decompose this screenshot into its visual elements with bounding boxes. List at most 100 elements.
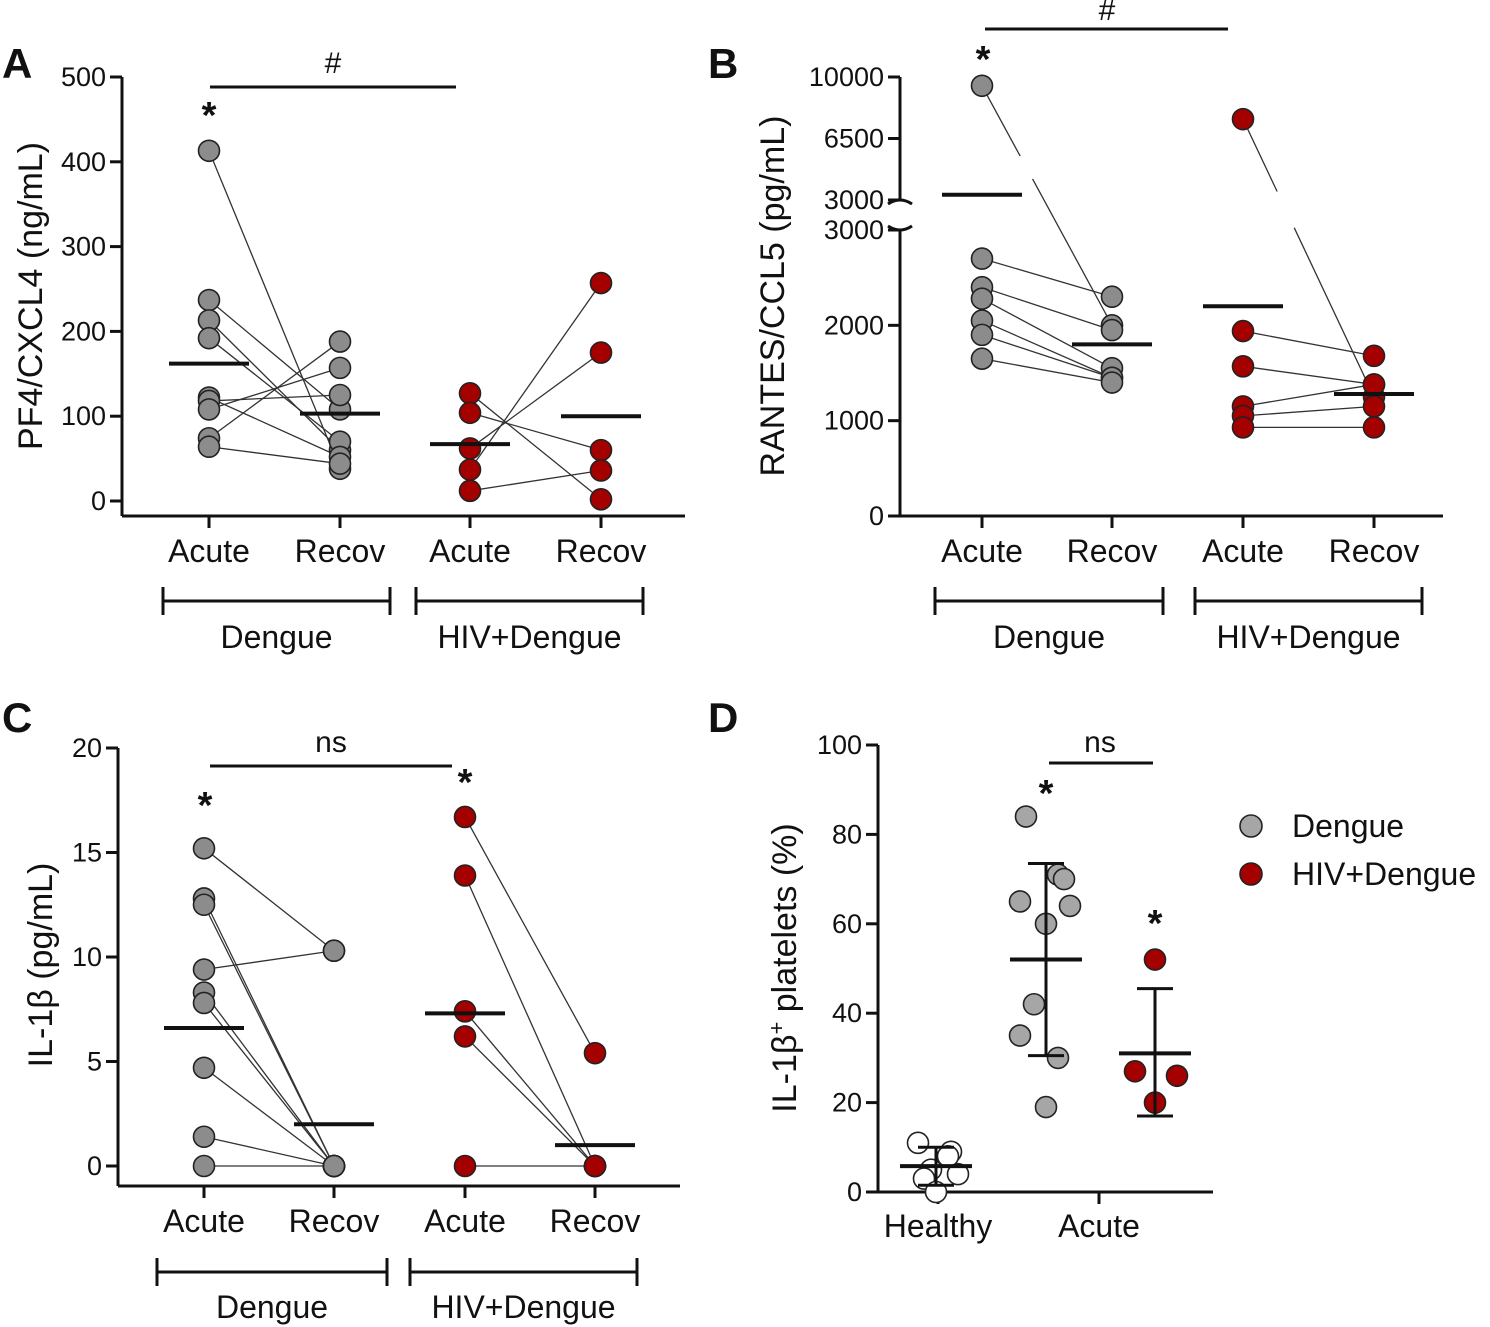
- y-tick-label: 5: [87, 1047, 102, 1077]
- pair-connector-line: [208, 150, 341, 470]
- pair-connector-line: [464, 875, 596, 1167]
- significance-star: *: [202, 95, 217, 137]
- y-tick-label: 40: [832, 998, 862, 1028]
- data-point: [1008, 890, 1032, 913]
- y-tick-label: 6500: [824, 124, 884, 154]
- significance-star: *: [1148, 903, 1163, 945]
- y-tick-label: 20: [832, 1088, 862, 1118]
- pair-connector-line: [203, 1002, 335, 1167]
- x-category-label: Recov: [295, 533, 386, 569]
- pair-connector-line: [981, 286, 1113, 331]
- pair-connector-line: [208, 396, 341, 458]
- data-point-acute: [197, 398, 221, 421]
- x-category-label: Acute: [1058, 1208, 1140, 1244]
- panel-a-plot: 0 100 200 300 400 500 Acute Recov Acute Recov Deng…: [61, 47, 685, 655]
- data-point-acute: [453, 1000, 477, 1023]
- pair-connector-line: [469, 392, 602, 500]
- y-tick-label: 10: [72, 942, 102, 972]
- panel-d-plot: 0 20 40 60 80 100 Healthy Acute ns * * Dengue HIV+De…: [817, 726, 1476, 1244]
- x-category-label: Healthy: [884, 1208, 993, 1244]
- pair-connector-line: [469, 352, 602, 449]
- y-tick-label: 0: [869, 501, 884, 531]
- data-point-recov: [322, 939, 346, 963]
- data-point-acute: [458, 458, 482, 481]
- legend-label: HIV+Dengue: [1292, 856, 1476, 892]
- y-tick-label: 0: [847, 1177, 862, 1207]
- data-point-acute: [197, 435, 221, 459]
- data-point: [1008, 1024, 1032, 1047]
- pair-connector-line: [981, 334, 1113, 379]
- pair-connector-line: [203, 1136, 335, 1167]
- data-point-recov: [589, 488, 613, 511]
- data-point-recov: [589, 438, 613, 462]
- significance-label: ns: [1084, 726, 1116, 759]
- data-point-recov: [583, 1154, 607, 1178]
- data-point: [1022, 992, 1046, 1016]
- significance-star: *: [458, 762, 473, 804]
- data-point-acute: [1231, 355, 1255, 378]
- y-tick-label: 500: [61, 62, 106, 92]
- y-tick-label: 20: [72, 733, 102, 763]
- panel-letter-d: D: [708, 694, 738, 741]
- data-point-acute: [453, 805, 477, 829]
- data-point: [906, 1131, 930, 1155]
- pair-connector-line: [981, 319, 1113, 379]
- group-label: Dengue: [220, 619, 332, 655]
- pair-connector-line: [469, 282, 602, 470]
- y-tick-label: 100: [61, 401, 106, 431]
- panel-d-y-axis-title-main: IL-1β: [766, 1035, 804, 1113]
- data-point-acute: [1231, 319, 1255, 343]
- data-point-acute: [192, 1125, 216, 1149]
- data-point-acute: [458, 382, 482, 405]
- pair-connector-line: [1242, 405, 1375, 417]
- data-point: [1052, 867, 1076, 891]
- pair-connector-line: [203, 992, 335, 1167]
- data-point-recov: [322, 1154, 346, 1178]
- data-point-acute: [192, 1056, 216, 1080]
- significance-star: *: [198, 785, 213, 827]
- x-category-label: Acute: [424, 1203, 506, 1239]
- group-label: Dengue: [216, 1289, 328, 1325]
- significance-star: *: [1039, 773, 1054, 815]
- panel-d-y-axis-title-rest: platelets (%): [766, 823, 804, 1021]
- significance-label: #: [325, 47, 342, 80]
- data-point-recov: [1362, 344, 1386, 368]
- y-tick-label: 100: [817, 730, 862, 760]
- data-point-acute: [192, 991, 216, 1015]
- data-point-acute: [192, 1154, 216, 1178]
- x-category-label: Acute: [163, 1203, 245, 1239]
- data-point-recov: [1100, 285, 1124, 309]
- pair-connector-line: [981, 298, 1113, 369]
- group-label: HIV+Dengue: [431, 1289, 615, 1325]
- y-tick-label: 60: [832, 909, 862, 939]
- data-point-acute: [1231, 416, 1255, 439]
- data-point: [1034, 1095, 1058, 1119]
- x-category-label: Acute: [1202, 533, 1284, 569]
- panel-a: A PF4/CXCL4 (ng/mL) 0 100 200 300 400 500 Acut…: [2, 40, 685, 655]
- data-point-acute: [1231, 107, 1255, 131]
- data-point-acute: [458, 401, 482, 425]
- data-point-acute: [192, 893, 216, 917]
- data-point-acute: [458, 479, 482, 503]
- y-tick-label: 2000: [824, 310, 884, 340]
- pair-connector-line: [203, 1067, 335, 1167]
- y-tick-label: 10000: [809, 62, 884, 92]
- data-point: [1058, 894, 1082, 918]
- panel-d-y-axis-title: IL-1β+ platelets (%): [764, 823, 804, 1112]
- data-point-recov: [1362, 373, 1386, 396]
- group-label: HIV+Dengue: [437, 619, 621, 655]
- x-category-label: Recov: [1067, 533, 1158, 569]
- panel-c-plot: 0 5 10 15 20 Acute Recov Acute Recov Dengue HIV+De…: [72, 726, 680, 1325]
- data-point-acute: [453, 864, 477, 887]
- pair-connector-line: [469, 469, 602, 492]
- pair-connector-line: [203, 950, 335, 971]
- y-tick-label: 300: [61, 232, 106, 262]
- data-point: [946, 1162, 970, 1186]
- legend-marker: [1239, 814, 1263, 838]
- data-point-recov: [328, 330, 352, 353]
- y-tick-label: 1000: [824, 406, 884, 436]
- data-point-acute: [453, 1025, 477, 1048]
